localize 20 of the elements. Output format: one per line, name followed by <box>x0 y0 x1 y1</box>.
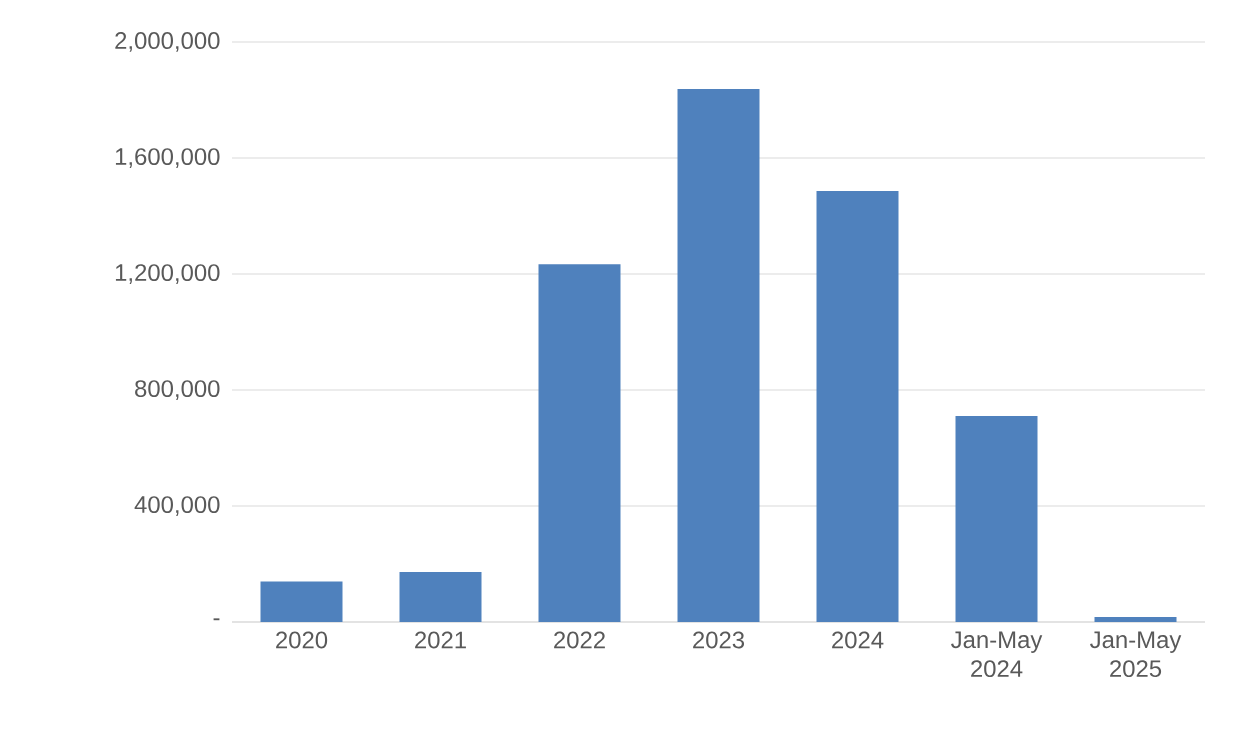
y-tick-label: - <box>213 618 220 621</box>
bar <box>1094 617 1177 622</box>
x-tick-label: Jan-May 2024 <box>951 631 1043 678</box>
x-tick-label: 2021 <box>415 631 466 649</box>
x-tick-label: 2020 <box>276 631 328 649</box>
y-tick-label: 1,600,000 <box>115 148 220 168</box>
x-tick-label: 2023 <box>693 631 745 649</box>
bar <box>260 581 343 622</box>
bar <box>677 88 760 622</box>
y-tick-label: 800,000 <box>135 380 220 400</box>
x-tick-label: 2022 <box>554 631 605 649</box>
bar <box>399 572 482 622</box>
y-tick-label: 400,000 <box>134 496 220 516</box>
x-tick-label: Jan-May 2025 <box>1090 631 1182 678</box>
y-tick-label: 1,200,000 <box>115 264 220 284</box>
bar <box>816 191 899 622</box>
x-tick-label: 2024 <box>832 631 884 649</box>
y-tick-label: 2,000,000 <box>115 32 220 52</box>
bar <box>955 416 1038 622</box>
bar <box>538 264 621 622</box>
